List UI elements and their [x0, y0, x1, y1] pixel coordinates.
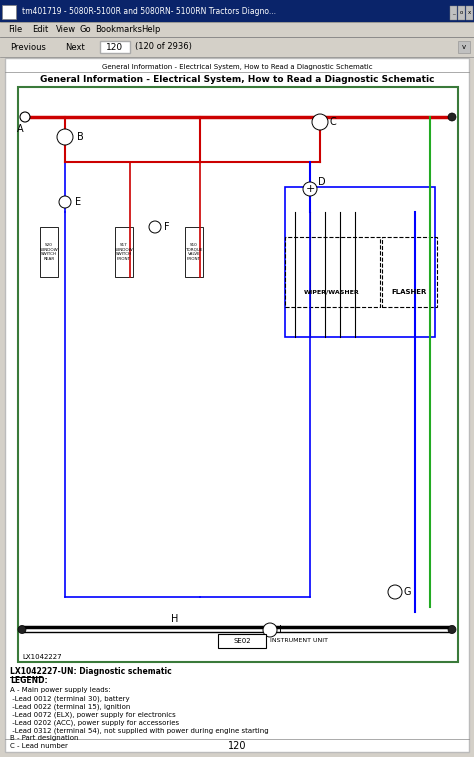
Text: (120 of 2936): (120 of 2936) [135, 42, 192, 51]
Text: Go: Go [80, 25, 91, 34]
Text: D: D [318, 177, 326, 187]
Bar [466, 6, 473, 20]
Bar [382, 237, 437, 307]
Text: -Lead 0312 (terminal 54), not supplied with power during engine starting: -Lead 0312 (terminal 54), not supplied w… [10, 727, 269, 734]
Text: -Lead 0202 (ACC), power supply for accessories: -Lead 0202 (ACC), power supply for acces… [10, 719, 179, 725]
Bar [185, 227, 203, 277]
Text: Bookmarks: Bookmarks [95, 25, 142, 34]
Circle shape [59, 196, 71, 208]
Text: 120: 120 [107, 42, 124, 51]
Text: View: View [56, 25, 76, 34]
Text: _: _ [452, 10, 455, 15]
Bar [0, 22, 474, 37]
Text: LEGEND:: LEGEND: [10, 676, 47, 685]
Text: x: x [468, 10, 471, 15]
Bar [100, 41, 130, 53]
Circle shape [312, 114, 328, 130]
Text: Edit: Edit [32, 25, 48, 34]
Text: B: B [77, 132, 84, 142]
Bar [458, 41, 470, 53]
Bar [285, 237, 380, 307]
Text: Previous: Previous [10, 42, 46, 51]
Text: SE02: SE02 [233, 638, 251, 644]
Text: S10
TORQUE
VALVE
FRONT: S10 TORQUE VALVE FRONT [185, 243, 203, 261]
Circle shape [20, 112, 30, 122]
Text: C - Lead number: C - Lead number [10, 743, 68, 749]
Circle shape [303, 182, 317, 196]
Text: A - Main power supply leads:: A - Main power supply leads: [10, 687, 110, 693]
Bar [458, 6, 465, 20]
Text: -Lead 0012 (terminal 30), battery: -Lead 0012 (terminal 30), battery [10, 695, 129, 702]
Bar [18, 87, 458, 662]
Circle shape [388, 585, 402, 599]
Text: G: G [404, 587, 411, 597]
Text: General Information - Electrical System, How to Read a Diagnostic Schematic: General Information - Electrical System,… [40, 76, 434, 85]
Circle shape [57, 129, 73, 145]
Text: File: File [8, 25, 22, 34]
Text: General Information - Electrical System, How to Read a Diagnostic Schematic: General Information - Electrical System,… [102, 64, 372, 70]
Text: -Lead 0022 (terminal 15), ignition: -Lead 0022 (terminal 15), ignition [10, 703, 130, 709]
Bar [218, 634, 266, 648]
Text: I: I [279, 625, 282, 635]
Text: +: + [305, 184, 315, 194]
Text: E: E [75, 197, 81, 207]
Text: -Lead 0072 (ELX), power supply for electronics: -Lead 0072 (ELX), power supply for elect… [10, 711, 176, 718]
Text: 120: 120 [228, 741, 246, 751]
Text: S17
WINDOW
SWITCH
FRONT: S17 WINDOW SWITCH FRONT [115, 243, 133, 261]
Text: Next: Next [65, 42, 85, 51]
Text: S20
WINDOW
SWITCH
REAR: S20 WINDOW SWITCH REAR [40, 243, 58, 261]
Text: Help: Help [142, 25, 161, 34]
Text: INSTRUMENT UNIT: INSTRUMENT UNIT [270, 638, 328, 643]
Circle shape [18, 625, 26, 634]
Text: v: v [462, 44, 466, 50]
Bar [0, 0, 474, 22]
Text: B - Part designation: B - Part designation [10, 735, 79, 741]
Bar [40, 227, 58, 277]
Text: WIPER/WASHER: WIPER/WASHER [304, 289, 360, 294]
Bar [285, 187, 435, 337]
Text: o: o [460, 10, 463, 15]
Text: LX1042227: LX1042227 [22, 654, 62, 660]
Circle shape [448, 113, 456, 121]
Bar [0, 37, 474, 57]
Circle shape [149, 221, 161, 233]
Bar [115, 227, 133, 277]
Circle shape [263, 623, 277, 637]
Circle shape [448, 625, 456, 634]
Text: tm401719 - 5080R-5100R and 5080RN- 5100RN Tractors Diagno...: tm401719 - 5080R-5100R and 5080RN- 5100R… [22, 7, 276, 16]
Text: C: C [330, 117, 337, 127]
Text: FLASHER: FLASHER [392, 289, 427, 295]
Text: H: H [171, 614, 179, 624]
Text: F: F [164, 222, 170, 232]
Text: A: A [17, 124, 23, 134]
Bar [450, 6, 457, 20]
Bar [2, 5, 16, 19]
Text: LX1042227-UN: Diagnostic schematic: LX1042227-UN: Diagnostic schematic [10, 667, 172, 676]
